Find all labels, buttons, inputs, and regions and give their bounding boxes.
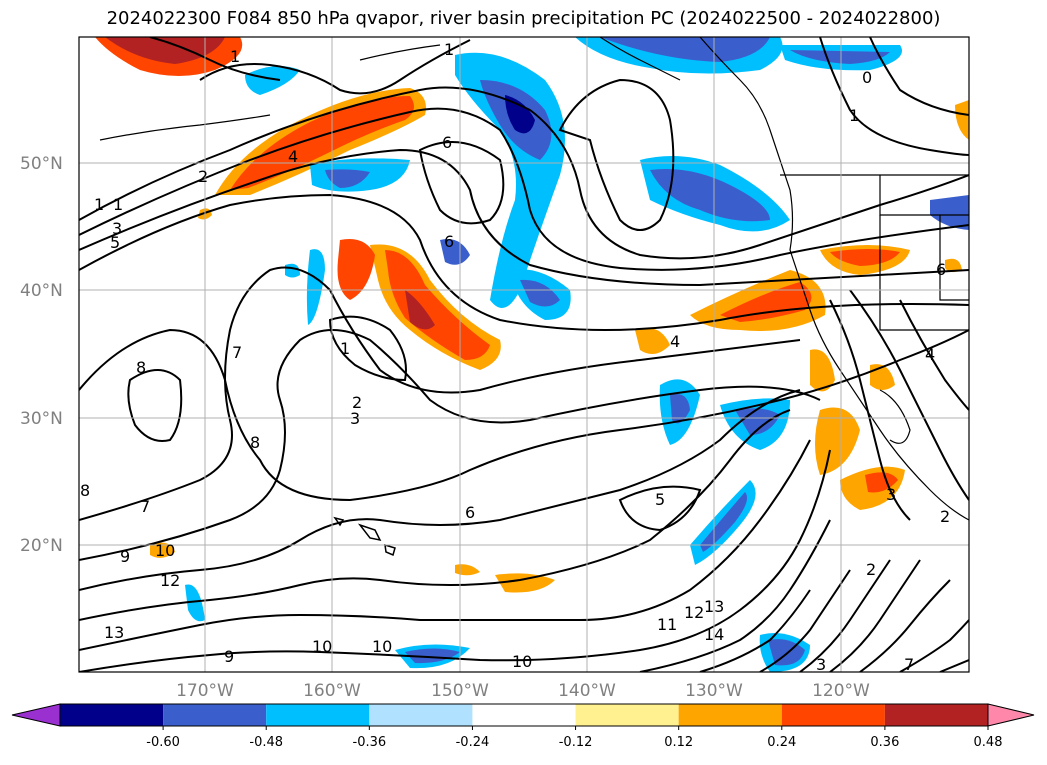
lon-label-150w: 150°W	[431, 681, 489, 701]
lon-label-170w: 170°W	[176, 681, 234, 701]
longitude-labels: 170°W 160°W 150°W 140°W 130°W 120°W	[176, 681, 870, 701]
colorbar-swatch	[266, 704, 370, 726]
lon-label-130w: 130°W	[685, 681, 743, 701]
latitude-labels: 50°N 40°N 30°N 20°N	[20, 154, 63, 556]
contour-label: 8	[80, 481, 90, 500]
contour-label: 4	[288, 147, 298, 166]
contour-label: 2	[352, 393, 362, 412]
lat-label-50n: 50°N	[20, 154, 63, 174]
contour-label: 3	[112, 219, 122, 238]
lat-label-30n: 30°N	[20, 409, 63, 429]
contour-label: 1	[94, 195, 104, 214]
contour-label: 14	[704, 625, 724, 644]
contour-label: 10	[312, 637, 332, 656]
contour-label: 13	[704, 597, 724, 616]
colorbar-swatch	[472, 704, 576, 726]
contour-label: 7	[232, 343, 242, 362]
contour-label: 1	[340, 339, 350, 358]
colorbar-extend-low	[11, 703, 61, 727]
contour-label: 9	[120, 547, 130, 566]
contour-label: 10	[372, 637, 392, 656]
contour-label: 13	[104, 623, 124, 642]
contour-label: 2	[940, 507, 950, 526]
contour-label-group: 0 1 1 1 1 2 3 5 4 6 6 7 8 9 10 12 13 1 2…	[80, 40, 950, 674]
colorbar-swatch	[369, 704, 473, 726]
contour-label: 5	[110, 233, 120, 252]
contour-label: 7	[904, 655, 914, 674]
colorbar-swatch	[884, 704, 988, 726]
colorbar-swatch	[60, 704, 164, 726]
colorbar-swatch	[163, 704, 267, 726]
map-border	[78, 36, 970, 673]
contour-label: 4	[670, 332, 680, 351]
contour-label: 9	[224, 647, 234, 666]
colorbar-tick-label: -0.36	[353, 735, 387, 750]
contour-label: 10	[512, 652, 532, 671]
colorbar-tick-label: -0.24	[456, 735, 490, 750]
contour-label: 6	[936, 260, 946, 279]
contour-label: 8	[250, 433, 260, 452]
hawaii-islands	[333, 516, 396, 557]
colorbar-tick-label: 0.24	[767, 735, 796, 750]
contour-label: 1	[113, 195, 123, 214]
colorbar-outline	[59, 703, 989, 727]
contour-label: 1	[849, 106, 859, 125]
contour-label: 7	[140, 497, 150, 516]
colorbar-tick-label: 0.48	[974, 735, 1003, 750]
lat-label-40n: 40°N	[20, 281, 63, 301]
contour-label: 5	[655, 490, 665, 509]
contour-label: 1	[230, 47, 240, 66]
lon-label-140w: 140°W	[558, 681, 616, 701]
contour-label: 3	[350, 409, 360, 428]
contour-label: 6	[444, 232, 454, 251]
contour-label: 6	[465, 503, 475, 522]
contour-label: 10	[155, 541, 175, 560]
colorbar-extend-high	[987, 703, 1035, 727]
gridlines	[79, 37, 969, 672]
colorbar-swatch	[575, 704, 679, 726]
lat-label-20n: 20°N	[20, 536, 63, 556]
contour-label: 4	[925, 345, 935, 364]
contour-label: 11	[657, 615, 677, 634]
colorbar-tick-label: -0.60	[146, 735, 180, 750]
contour-label: 2	[866, 560, 876, 579]
contour-label: 6	[442, 133, 452, 152]
map-title: 2024022300 F084 850 hPa qvapor, river ba…	[106, 8, 941, 29]
colorbar-tick-label: -0.12	[559, 735, 593, 750]
contour-label: 0	[862, 68, 872, 87]
contour-label: 12	[684, 603, 704, 622]
contour-lines	[79, 37, 969, 672]
shading-layer	[95, 37, 969, 672]
contour-label: 8	[136, 358, 146, 377]
contour-label: 1	[444, 40, 454, 59]
contour-label: 2	[198, 167, 208, 186]
contour-label: 3	[816, 655, 826, 674]
colorbar-tick-label: 0.12	[664, 735, 693, 750]
contour-label: 3	[886, 485, 896, 504]
contour-label: 12	[160, 571, 180, 590]
lon-label-120w: 120°W	[812, 681, 870, 701]
colorbar-swatch	[781, 704, 885, 726]
colorbar-tick-label: 0.36	[870, 735, 899, 750]
colorbar-tick-label: -0.48	[249, 735, 283, 750]
colorbar-swatch	[678, 704, 782, 726]
lon-label-160w: 160°W	[303, 681, 361, 701]
colorbar: -0.60 -0.48 -0.36 -0.24 -0.12 0.12 0.24 0.36 0.4…	[11, 703, 1035, 750]
coastlines	[99, 37, 969, 521]
